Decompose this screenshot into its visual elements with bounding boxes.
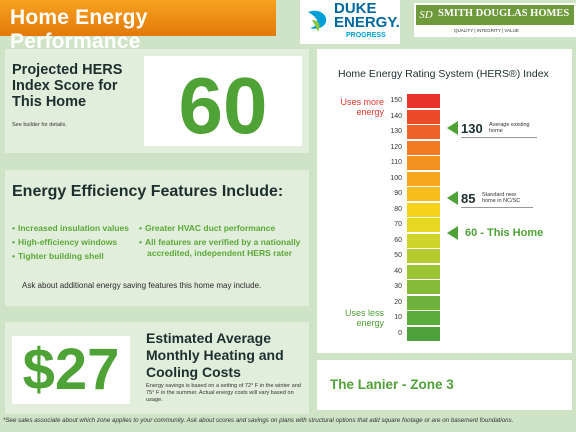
smith-douglas-logo: SD SMITH DOUGLAS HOMES QUALITY | INTEGRI… xyxy=(414,3,576,37)
marker-desc-130: Average existing home xyxy=(489,122,530,134)
hers-note: See builder for details. xyxy=(12,122,67,128)
marker-arrow-this-home-icon xyxy=(447,226,458,240)
feature-item: • Increased insulation values xyxy=(12,223,129,233)
page-title: Home Energy Performance xyxy=(10,6,148,53)
marker-underline xyxy=(461,207,533,208)
scale-bar xyxy=(407,187,440,201)
scale-tick-label: 10 xyxy=(394,314,402,321)
marker-value-130: 130 xyxy=(461,121,483,136)
header-title-bar: Home Energy Performance xyxy=(0,0,276,53)
scale-bar xyxy=(407,171,440,186)
hers-score: 60 xyxy=(178,61,268,150)
scale-tick-label: 80 xyxy=(394,205,402,213)
marker-arrow-130-icon xyxy=(447,121,458,135)
cost-amount-box: $27 xyxy=(12,336,130,404)
uses-less-label: Uses less energy xyxy=(344,308,384,328)
scale-bar xyxy=(407,233,440,248)
scale-tick-label: 120 xyxy=(390,143,402,151)
feature-item: • Tighter building shell xyxy=(12,251,104,261)
scale-bar xyxy=(407,280,440,294)
zone-panel xyxy=(317,360,572,410)
features-ask: Ask about additional energy saving featu… xyxy=(22,281,262,290)
scale-tick-label: 90 xyxy=(394,190,402,197)
scale-bar xyxy=(407,109,440,124)
cost-title: Estimated Average Monthly Heating and Co… xyxy=(146,330,284,380)
marker-value-85: 85 xyxy=(461,191,476,206)
scale-tick-label: 150 xyxy=(390,97,402,104)
sd-name: SMITH DOUGLAS HOMES xyxy=(438,8,570,19)
scale-bar xyxy=(407,125,440,139)
scale-bar xyxy=(407,140,440,155)
scale-tick-label: 50 xyxy=(394,252,402,259)
zone-label: The Lanier - Zone 3 xyxy=(330,377,454,392)
cost-note: Energy savings is based on a setting of … xyxy=(146,383,301,403)
duke-swoosh-icon xyxy=(308,10,327,32)
footnote: *See sales associate about which zone ap… xyxy=(3,417,514,424)
scale-tick-label: 30 xyxy=(394,283,402,290)
scale-bar xyxy=(407,94,440,108)
scale-tick-label: 140 xyxy=(390,112,402,120)
scale-tick-label: 0 xyxy=(398,329,402,337)
scale-bar xyxy=(407,202,440,217)
scale-tick-label: 60 xyxy=(394,236,402,244)
chart-panel xyxy=(317,49,572,353)
hers-score-box: 60 xyxy=(144,56,302,150)
uses-more-label: Uses more energy xyxy=(340,97,384,117)
duke-energy-logo: DUKE ENERGY. PROGRESS xyxy=(300,0,400,44)
scale-bar xyxy=(407,156,440,170)
scale-tick-label: 40 xyxy=(394,267,402,275)
marker-arrow-85-icon xyxy=(447,191,458,205)
cost-amount: $27 xyxy=(22,337,120,402)
duke-line1: DUKE xyxy=(334,0,377,17)
marker-desc-85: Standard new home in NC/SC xyxy=(482,192,521,204)
this-home-label: 60 - This Home xyxy=(465,227,544,239)
scale-tick-label: 20 xyxy=(394,298,402,306)
scale-bar xyxy=(407,295,440,310)
feature-item: • Greater HVAC duct performance xyxy=(139,223,276,233)
feature-item: • High-efficiency windows xyxy=(12,237,118,247)
scale-tick-label: 100 xyxy=(390,174,402,182)
scale-bar xyxy=(407,264,440,279)
scale-tick-label: 110 xyxy=(390,159,402,166)
scale-bar xyxy=(407,218,440,232)
features-title: Energy Efficiency Features Include: xyxy=(12,183,284,200)
chart-title: Home Energy Rating System (HERS®) Index xyxy=(338,68,549,80)
marker-underline xyxy=(461,137,537,138)
feature-item: • All features are verified by a national… xyxy=(139,237,301,258)
scale-bar xyxy=(407,249,440,263)
hers-label: Projected HERS Index Score for This Home xyxy=(12,62,123,110)
scale-bar xyxy=(407,311,440,325)
sd-tagline: QUALITY | INTEGRITY | VALUE xyxy=(454,28,519,33)
features-panel xyxy=(5,170,309,306)
scale-tick-label: 70 xyxy=(394,221,402,228)
scale-bar xyxy=(407,326,440,341)
duke-line2: ENERGY. xyxy=(334,14,400,31)
scale-tick-label: 130 xyxy=(390,128,402,135)
sd-monogram-icon: SD xyxy=(419,9,433,21)
duke-line3: PROGRESS xyxy=(346,32,386,39)
